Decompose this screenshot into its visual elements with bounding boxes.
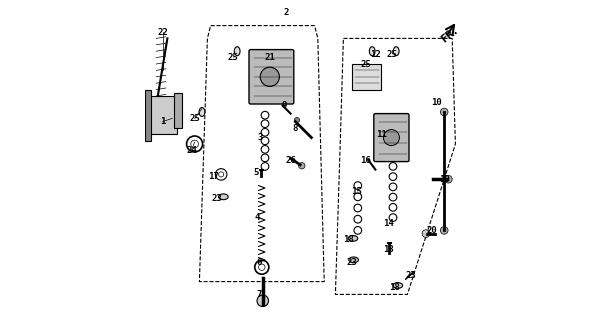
Ellipse shape xyxy=(218,194,228,200)
Text: FR.: FR. xyxy=(439,25,459,44)
Text: 8: 8 xyxy=(292,124,298,132)
Text: 12: 12 xyxy=(370,50,381,59)
Bar xyxy=(174,93,182,128)
Text: 10: 10 xyxy=(431,98,442,107)
Text: 9: 9 xyxy=(281,101,287,110)
Text: 2: 2 xyxy=(283,8,289,17)
Text: 15: 15 xyxy=(351,188,362,196)
Text: 11: 11 xyxy=(376,130,387,139)
Circle shape xyxy=(422,230,430,237)
Text: 23: 23 xyxy=(212,194,223,203)
Circle shape xyxy=(440,108,448,116)
Text: 1: 1 xyxy=(160,117,165,126)
Text: 25: 25 xyxy=(386,50,396,59)
Circle shape xyxy=(445,175,452,183)
Text: 3: 3 xyxy=(257,133,263,142)
Text: 16: 16 xyxy=(361,156,371,164)
Ellipse shape xyxy=(348,236,358,241)
Ellipse shape xyxy=(234,47,240,56)
Text: 18: 18 xyxy=(389,284,400,292)
Text: 26: 26 xyxy=(285,156,296,164)
Text: 17: 17 xyxy=(209,172,219,180)
Text: 24: 24 xyxy=(186,146,197,155)
Circle shape xyxy=(257,295,268,307)
Ellipse shape xyxy=(393,47,399,56)
Text: 25: 25 xyxy=(361,60,371,68)
Circle shape xyxy=(295,117,300,123)
Text: 23: 23 xyxy=(405,271,416,280)
Bar xyxy=(353,64,381,90)
Circle shape xyxy=(384,130,400,146)
Text: 14: 14 xyxy=(383,220,393,228)
Text: 22: 22 xyxy=(157,28,168,36)
Ellipse shape xyxy=(393,283,403,288)
Text: 20: 20 xyxy=(426,226,437,235)
Text: 21: 21 xyxy=(264,53,275,62)
Text: 19: 19 xyxy=(439,175,450,184)
FancyBboxPatch shape xyxy=(249,50,294,104)
Circle shape xyxy=(260,67,279,86)
Ellipse shape xyxy=(349,257,359,263)
Bar xyxy=(148,96,177,134)
Text: 23: 23 xyxy=(346,258,357,267)
Text: 25: 25 xyxy=(189,114,200,123)
Circle shape xyxy=(440,227,448,234)
Text: 6: 6 xyxy=(256,258,261,267)
Ellipse shape xyxy=(199,108,205,116)
Text: 18: 18 xyxy=(343,236,354,244)
Text: 13: 13 xyxy=(383,245,393,254)
Ellipse shape xyxy=(369,47,375,56)
Bar xyxy=(145,90,151,141)
Circle shape xyxy=(299,163,305,169)
Text: 7: 7 xyxy=(257,290,262,299)
Text: 25: 25 xyxy=(228,53,239,62)
FancyBboxPatch shape xyxy=(374,114,409,162)
Text: 5: 5 xyxy=(254,168,259,177)
Text: 4: 4 xyxy=(254,213,260,222)
